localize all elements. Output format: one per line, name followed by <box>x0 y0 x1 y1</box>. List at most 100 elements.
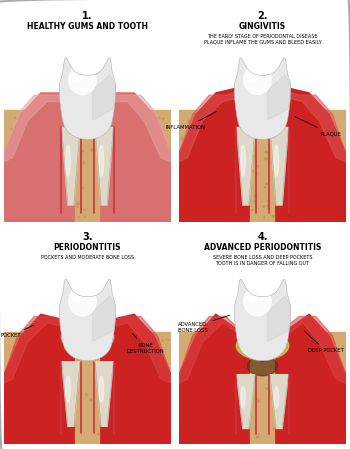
Ellipse shape <box>339 218 341 220</box>
Ellipse shape <box>161 398 162 400</box>
Ellipse shape <box>274 385 276 386</box>
Ellipse shape <box>239 325 286 341</box>
Ellipse shape <box>207 408 209 410</box>
Ellipse shape <box>11 128 13 130</box>
Ellipse shape <box>5 165 7 167</box>
Ellipse shape <box>254 155 256 157</box>
Ellipse shape <box>270 366 271 368</box>
Polygon shape <box>107 317 171 383</box>
Ellipse shape <box>57 147 58 150</box>
Ellipse shape <box>236 89 289 117</box>
Ellipse shape <box>144 165 145 167</box>
Ellipse shape <box>186 207 188 209</box>
Ellipse shape <box>143 202 145 204</box>
Ellipse shape <box>52 422 55 424</box>
Ellipse shape <box>50 176 51 177</box>
Ellipse shape <box>135 348 137 349</box>
Ellipse shape <box>255 195 257 197</box>
Ellipse shape <box>198 336 200 338</box>
Ellipse shape <box>265 158 266 159</box>
Ellipse shape <box>146 412 147 414</box>
Ellipse shape <box>132 154 133 155</box>
Ellipse shape <box>262 369 264 370</box>
Ellipse shape <box>39 437 41 439</box>
Ellipse shape <box>155 167 157 169</box>
Ellipse shape <box>78 216 79 218</box>
Ellipse shape <box>343 176 344 177</box>
Ellipse shape <box>93 346 95 348</box>
Ellipse shape <box>233 361 235 362</box>
Ellipse shape <box>267 339 269 341</box>
Ellipse shape <box>162 393 163 395</box>
Ellipse shape <box>108 133 110 135</box>
Ellipse shape <box>9 142 11 144</box>
Ellipse shape <box>8 212 10 214</box>
Polygon shape <box>101 93 171 222</box>
Ellipse shape <box>163 118 164 119</box>
Ellipse shape <box>308 155 309 157</box>
Ellipse shape <box>312 157 314 159</box>
Ellipse shape <box>259 128 260 130</box>
Ellipse shape <box>239 434 241 436</box>
Ellipse shape <box>156 119 157 120</box>
Ellipse shape <box>27 368 29 370</box>
Ellipse shape <box>304 435 306 436</box>
Polygon shape <box>4 317 68 383</box>
Ellipse shape <box>164 180 166 181</box>
Ellipse shape <box>152 185 153 186</box>
Ellipse shape <box>277 348 279 349</box>
Ellipse shape <box>76 134 78 135</box>
Ellipse shape <box>313 402 314 403</box>
Ellipse shape <box>133 409 135 412</box>
Ellipse shape <box>267 151 268 153</box>
Text: INFLAMMATION: INFLAMMATION <box>166 111 217 130</box>
Ellipse shape <box>160 379 161 381</box>
Ellipse shape <box>156 354 158 357</box>
Ellipse shape <box>181 181 183 184</box>
Ellipse shape <box>327 354 329 356</box>
Ellipse shape <box>288 398 289 400</box>
Ellipse shape <box>322 386 324 388</box>
Ellipse shape <box>329 440 331 442</box>
Ellipse shape <box>244 286 271 316</box>
Ellipse shape <box>141 438 142 440</box>
Ellipse shape <box>27 339 29 340</box>
Ellipse shape <box>91 375 93 377</box>
Ellipse shape <box>110 166 112 167</box>
Ellipse shape <box>181 162 183 164</box>
Polygon shape <box>4 345 171 444</box>
Ellipse shape <box>28 343 30 345</box>
Ellipse shape <box>289 420 291 423</box>
Ellipse shape <box>186 165 187 167</box>
Ellipse shape <box>267 404 269 406</box>
Ellipse shape <box>181 392 182 394</box>
Ellipse shape <box>145 365 146 366</box>
Ellipse shape <box>339 180 340 181</box>
Ellipse shape <box>154 140 155 142</box>
Polygon shape <box>234 58 291 140</box>
Ellipse shape <box>13 398 15 401</box>
Ellipse shape <box>335 381 336 383</box>
Ellipse shape <box>312 134 313 136</box>
Ellipse shape <box>217 403 219 405</box>
Ellipse shape <box>327 367 328 369</box>
Ellipse shape <box>283 209 285 210</box>
Ellipse shape <box>167 196 169 198</box>
Ellipse shape <box>239 341 241 343</box>
Text: 2.: 2. <box>257 11 268 21</box>
Ellipse shape <box>244 406 245 408</box>
Ellipse shape <box>238 384 239 386</box>
Ellipse shape <box>221 421 222 422</box>
Ellipse shape <box>155 396 157 399</box>
Ellipse shape <box>198 173 199 174</box>
Ellipse shape <box>60 342 61 344</box>
Ellipse shape <box>138 407 140 409</box>
Ellipse shape <box>257 166 258 167</box>
Ellipse shape <box>205 372 206 374</box>
Ellipse shape <box>24 414 25 415</box>
Ellipse shape <box>301 183 303 185</box>
Ellipse shape <box>294 188 296 190</box>
Ellipse shape <box>305 436 307 439</box>
Ellipse shape <box>209 189 211 191</box>
Ellipse shape <box>316 430 318 432</box>
